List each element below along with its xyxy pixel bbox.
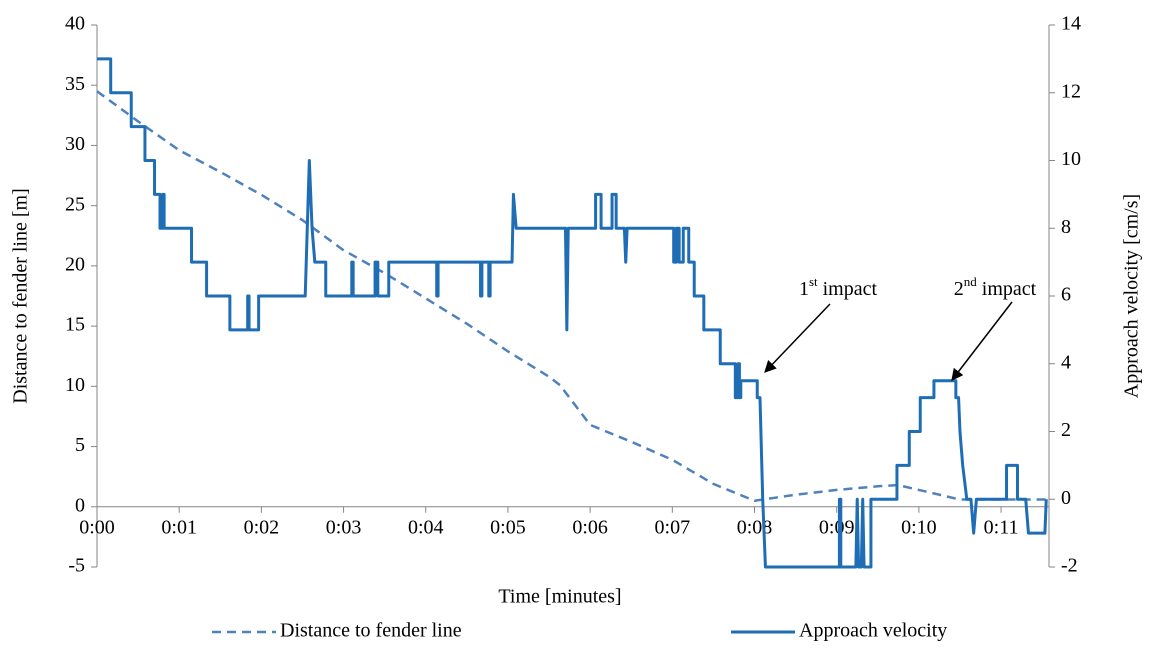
x-tick-label: 0:00 xyxy=(79,516,115,538)
x-tick-label: 0:03 xyxy=(326,516,362,538)
annotation-number: 1 xyxy=(799,278,809,300)
y-tick-label: 40 xyxy=(65,13,85,35)
annotation: 2nd impact xyxy=(954,274,1037,300)
x-tick-label: 0:09 xyxy=(819,516,855,538)
x-tick-label: 0:08 xyxy=(737,516,773,538)
annotation-superscript: nd xyxy=(964,274,978,289)
annotation-number: 2 xyxy=(954,278,964,300)
y2-tick-label: 0 xyxy=(1061,487,1071,509)
legend-label: Approach velocity xyxy=(799,620,947,642)
x-tick-label: 0:01 xyxy=(161,516,197,538)
y2-tick-label: 4 xyxy=(1061,351,1071,373)
y2-axis-title: Approach velocity [cm/s] xyxy=(1121,194,1143,398)
y2-tick-label: 8 xyxy=(1061,216,1071,238)
x-tick-label: 0:07 xyxy=(655,516,691,538)
y2-tick-label: 12 xyxy=(1061,80,1081,102)
annotation-superscript: st xyxy=(809,274,818,289)
x-tick-label: 0:11 xyxy=(984,516,1019,538)
y-tick-label: 30 xyxy=(65,133,85,155)
y2-tick-label: 14 xyxy=(1061,13,1081,35)
y-tick-label: 25 xyxy=(65,193,85,215)
annotation-text: impact xyxy=(977,278,1037,300)
y2-tick-label: 10 xyxy=(1061,148,1081,170)
y-tick-label: 20 xyxy=(65,253,85,275)
x-tick-label: 0:05 xyxy=(490,516,526,538)
y-tick-label: 35 xyxy=(65,73,85,95)
annotation: 1st impact xyxy=(799,274,878,300)
y-tick-label: 0 xyxy=(75,494,85,516)
y2-tick-label: -2 xyxy=(1061,555,1078,577)
y-tick-label: 5 xyxy=(75,434,85,456)
y2-tick-label: 2 xyxy=(1061,419,1071,441)
y-tick-label: -5 xyxy=(68,555,85,577)
annotation-text: impact xyxy=(818,278,878,300)
annotation-arrow xyxy=(951,301,1013,381)
series-line xyxy=(97,57,1048,569)
y-tick-label: 10 xyxy=(65,374,85,396)
x-tick-label: 0:02 xyxy=(244,516,280,538)
legend-label: Distance to fender line xyxy=(280,620,462,642)
x-tick-label: 0:04 xyxy=(408,516,444,538)
series-line xyxy=(96,90,1049,503)
x-tick-label: 0:10 xyxy=(901,516,937,538)
y2-tick-label: 6 xyxy=(1061,284,1071,306)
x-axis-title: Time [minutes] xyxy=(498,586,621,608)
y-axis-title: Distance to fender line [m] xyxy=(10,188,32,403)
annotation-arrow xyxy=(764,303,831,373)
y-tick-label: 15 xyxy=(65,314,85,336)
x-tick-label: 0:06 xyxy=(572,516,608,538)
